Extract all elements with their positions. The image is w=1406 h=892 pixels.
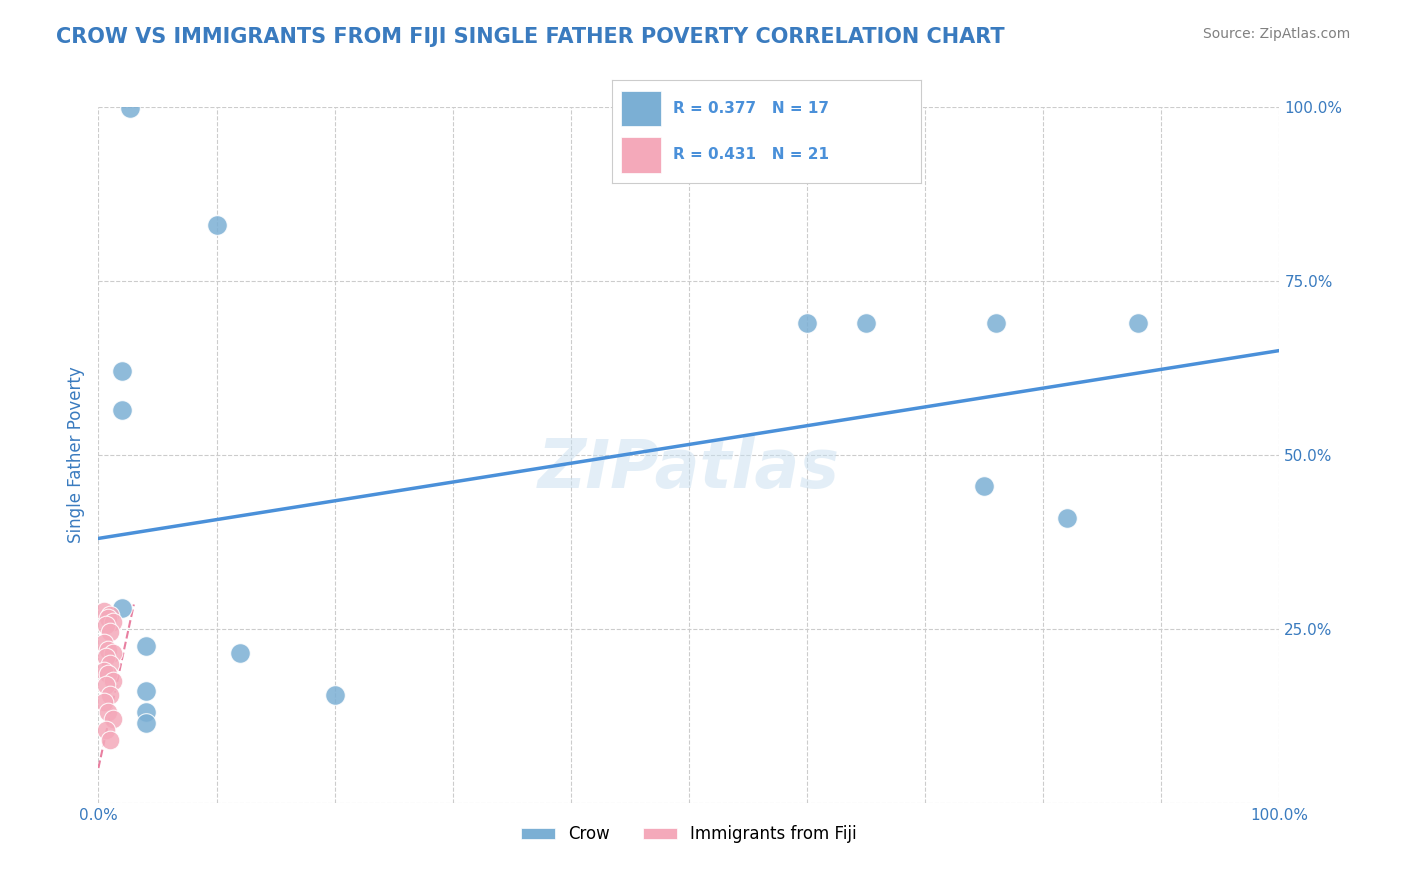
Point [855, 316, 877, 330]
Point [323, 688, 346, 702]
Point [97, 642, 120, 657]
Point [98, 625, 121, 640]
Point [135, 684, 157, 698]
Point [101, 615, 124, 629]
Legend: Crow, Immigrants from Fiji: Crow, Immigrants from Fiji [515, 819, 863, 850]
Point [796, 316, 818, 330]
Point [93, 695, 115, 709]
Point [101, 674, 124, 689]
Point [101, 646, 124, 660]
Point [135, 715, 157, 730]
Point [98, 607, 121, 622]
Point [97, 667, 120, 681]
Point [229, 646, 252, 660]
Point [94, 723, 117, 737]
Point [111, 402, 134, 417]
Point [101, 712, 124, 726]
Point [1126, 316, 1149, 330]
Point [205, 219, 228, 233]
Point [93, 605, 115, 619]
Point [98, 688, 121, 702]
Point [94, 618, 117, 632]
Text: ZIPatlas: ZIPatlas [538, 436, 839, 502]
Point [973, 479, 995, 493]
Point [135, 706, 157, 720]
Point [98, 657, 121, 671]
Text: R = 0.431   N = 21: R = 0.431 N = 21 [673, 147, 830, 162]
FancyBboxPatch shape [621, 91, 661, 127]
Text: Source: ZipAtlas.com: Source: ZipAtlas.com [1202, 27, 1350, 41]
Point [1056, 510, 1078, 524]
Text: CROW VS IMMIGRANTS FROM FIJI SINGLE FATHER POVERTY CORRELATION CHART: CROW VS IMMIGRANTS FROM FIJI SINGLE FATH… [56, 27, 1005, 46]
Point [93, 664, 115, 678]
Point [94, 649, 117, 664]
Point [97, 706, 120, 720]
Point [111, 601, 134, 615]
Point [111, 364, 134, 378]
Point [94, 677, 117, 691]
Text: R = 0.377   N = 17: R = 0.377 N = 17 [673, 101, 830, 116]
Point [93, 636, 115, 650]
Point [135, 639, 157, 653]
Y-axis label: Single Father Poverty: Single Father Poverty [66, 367, 84, 543]
Point [97, 611, 120, 625]
Point [984, 316, 1007, 330]
Point [98, 733, 121, 747]
FancyBboxPatch shape [621, 136, 661, 173]
Point [120, 101, 142, 115]
